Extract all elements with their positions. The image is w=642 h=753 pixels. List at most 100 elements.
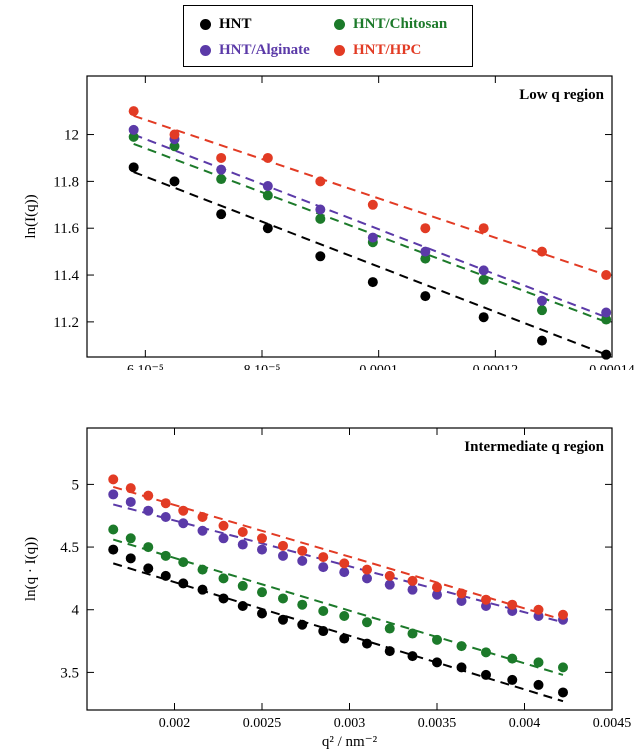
data-point-hnt	[278, 614, 288, 625]
data-point-hnt-chitosan	[128, 131, 139, 142]
data-point-hnt	[533, 679, 544, 690]
data-point-hnt-hpc	[456, 588, 467, 599]
data-point-hnt-chitosan	[507, 653, 518, 664]
x-tick-label: 8 10⁻⁵	[244, 363, 281, 370]
y-tick-label: 11.4	[53, 268, 79, 284]
data-point-hnt-hpc	[257, 533, 267, 544]
data-point-hnt-chitosan	[160, 550, 171, 561]
data-point-hnt-chitosan	[237, 580, 248, 591]
x-tick-label: 0.0025	[243, 716, 282, 731]
data-point-hnt-hpc	[558, 609, 568, 620]
data-point-hnt-hpc	[197, 511, 208, 522]
data-point-hnt-alginate	[456, 595, 467, 606]
data-point-hnt-chitosan	[481, 647, 491, 658]
data-point-hnt	[143, 563, 154, 574]
data-point-hnt-hpc	[537, 246, 547, 257]
data-point-hnt	[481, 669, 491, 680]
data-point-hnt-hpc	[262, 152, 273, 163]
data-point-hnt-alginate	[367, 232, 378, 243]
data-point-hnt	[218, 593, 229, 604]
x-tick-label: 0.0035	[418, 716, 457, 731]
data-point-hnt-alginate	[297, 555, 308, 566]
data-point-hnt-hpc	[178, 505, 189, 516]
data-point-hnt-chitosan	[197, 564, 208, 575]
data-point-hnt-alginate	[339, 567, 350, 578]
data-point-hnt	[257, 608, 267, 619]
data-point-hnt-alginate	[216, 164, 227, 175]
data-point-hnt-chitosan	[537, 305, 547, 316]
x-tick-label: 6 10⁻⁵	[127, 363, 164, 370]
data-point-hnt-alginate	[125, 496, 136, 507]
data-point-hnt-hpc	[160, 498, 171, 509]
data-point-hnt-chitosan	[262, 190, 273, 201]
data-point-hnt-hpc	[384, 570, 395, 581]
plot-frame	[86, 75, 613, 358]
fit-line-hnt-hpc	[133, 114, 607, 276]
data-point-hnt	[197, 584, 208, 595]
data-point-hnt-alginate	[262, 181, 273, 192]
data-point-hnt-alginate	[478, 265, 489, 276]
legend-marker-hnt-alginate	[200, 45, 211, 56]
data-point-hnt-chitosan	[601, 314, 612, 325]
legend: HNT HNT/Chitosan HNT/Alginate HNT/HPC	[183, 5, 473, 67]
data-point-hnt-hpc	[278, 540, 288, 551]
data-point-hnt-hpc	[362, 564, 372, 575]
data-point-hnt-chitosan	[339, 611, 350, 621]
data-point-hnt-chitosan	[384, 623, 395, 634]
data-point-hnt-chitosan	[456, 641, 467, 652]
data-point-hnt-chitosan	[216, 174, 227, 185]
chart-title: Low q region	[519, 87, 604, 103]
data-point-hnt-hpc	[125, 483, 136, 494]
data-point-hnt-hpc	[169, 129, 180, 140]
data-point-hnt-alginate	[178, 518, 189, 529]
data-point-hnt-alginate	[420, 246, 431, 257]
data-point-hnt-alginate	[143, 505, 154, 516]
data-point-hnt-chitosan	[108, 524, 119, 535]
fit-line-hnt	[133, 171, 607, 356]
data-point-hnt	[108, 544, 119, 555]
chart-title: Intermediate q region	[464, 439, 604, 455]
data-point-hnt-hpc	[478, 223, 489, 234]
x-axis-label: q² / nm⁻²	[322, 734, 378, 750]
data-point-hnt	[456, 662, 467, 673]
data-point-hnt-alginate	[197, 525, 208, 536]
plot-frame	[86, 427, 613, 711]
legend-item-hnt-hpc: HNT/HPC	[334, 42, 421, 59]
data-point-hnt-hpc	[481, 594, 491, 605]
data-point-hnt-chitosan	[478, 274, 489, 285]
x-tick-label: 0.00014	[589, 363, 635, 370]
data-point-hnt-hpc	[601, 270, 612, 281]
legend-item-hnt-alginate: HNT/Alginate	[200, 42, 310, 59]
legend-label-hnt: HNT	[219, 16, 252, 32]
data-point-hnt	[432, 657, 442, 668]
data-point-hnt-alginate	[237, 539, 248, 550]
data-point-hnt	[384, 646, 395, 657]
x-tick-label: 0.0001	[359, 363, 398, 370]
y-tick-label: 11.6	[53, 221, 79, 237]
data-point-hnt-chitosan	[318, 605, 329, 616]
y-tick-label: 11.8	[53, 174, 79, 190]
data-point-hnt	[478, 312, 489, 323]
intermediate-q-chart: 0.002 0.0025 0.003 0.0035 0.004 0.0045 3.5 4 4.5…	[23, 427, 631, 750]
fit-line-hnt-alginate	[133, 133, 607, 319]
data-point-hnt-alginate	[108, 489, 119, 500]
data-point-hnt-chitosan	[169, 141, 180, 152]
data-point-hnt-alginate	[128, 124, 139, 135]
data-point-hnt	[297, 619, 308, 630]
data-point-hnt	[128, 162, 139, 173]
data-point-hnt-hpc	[318, 552, 329, 563]
data-point-hnt-hpc	[216, 152, 227, 163]
legend-label-hnt-chitosan: HNT/Chitosan	[353, 16, 448, 32]
data-point-hnt-alginate	[278, 550, 288, 561]
y-tick-label: 5	[72, 477, 80, 493]
y-tick-label: 3.5	[60, 665, 79, 681]
legend-label-hnt-hpc: HNT/HPC	[353, 42, 422, 58]
data-point-hnt-hpc	[533, 604, 544, 615]
data-point-hnt-chitosan	[533, 657, 544, 668]
data-point-hnt	[420, 291, 431, 302]
data-point-hnt-hpc	[339, 558, 350, 569]
data-point-hnt-chitosan	[420, 253, 431, 264]
data-point-hnt-alginate	[601, 307, 612, 318]
data-point-hnt-chitosan	[178, 557, 189, 568]
data-point-hnt	[601, 349, 612, 360]
